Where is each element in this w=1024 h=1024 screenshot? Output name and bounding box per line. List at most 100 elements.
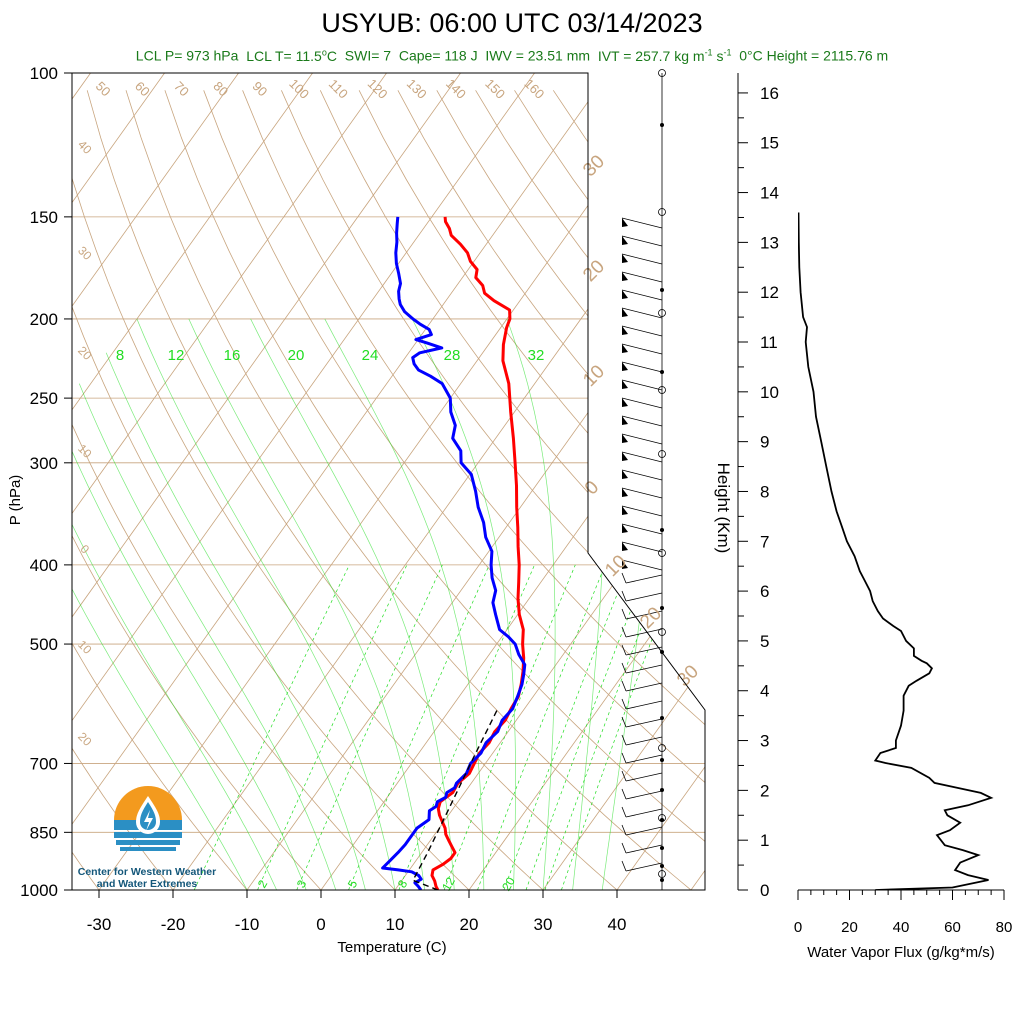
wind-barb — [625, 610, 663, 620]
wind-barb — [621, 361, 663, 373]
diagram-background-lines — [72, 73, 1024, 890]
wind-barb-flag — [622, 452, 628, 461]
height-tick-label-13: 13 — [760, 233, 779, 252]
isotherm-label-140: 140 — [443, 76, 469, 102]
subtitle-lcl-p: LCL P= 973 hPa — [135, 47, 239, 64]
dry-adiabat-30 — [72, 90, 563, 890]
wind-barb-feather — [621, 860, 627, 872]
x-tick-label--30: -30 — [87, 915, 112, 934]
height-tick-label-9: 9 — [760, 433, 769, 452]
dry-adiabat--10 — [72, 90, 263, 890]
height-tick-label-2: 2 — [760, 781, 769, 800]
wind-barb — [625, 628, 663, 638]
height-tick-label-11: 11 — [760, 333, 778, 352]
y-tick-label-400: 400 — [30, 556, 58, 575]
barb-calm-circle — [658, 814, 666, 822]
wind-barb-feather — [621, 770, 627, 782]
isotherm-label-130: 130 — [404, 76, 430, 102]
wind-barb — [621, 487, 663, 499]
dry-adiabat-60 — [164, 90, 705, 890]
wind-barb-feather — [621, 842, 627, 854]
wind-barb — [621, 217, 663, 229]
wind-barb — [625, 736, 663, 746]
y-tick-label-150: 150 — [30, 208, 58, 227]
wind-barb — [625, 862, 663, 872]
wind-barb-flag — [622, 542, 628, 551]
dry-adiabat-70 — [203, 90, 705, 890]
wind-barb-feather — [621, 590, 627, 602]
wind-barb-flag — [622, 416, 628, 425]
x-tick-label--20: -20 — [161, 915, 186, 934]
wind-barb — [621, 451, 663, 463]
y-tick-label-850: 850 — [30, 823, 58, 842]
wind-barb-flag — [622, 218, 628, 227]
wind-barb-flag — [622, 380, 628, 389]
wind-barb-feather — [621, 608, 627, 620]
subtitle-swi: SWI= 7 — [344, 47, 392, 64]
barb-level-dot — [660, 846, 664, 850]
wind-barb-feather — [621, 716, 627, 728]
dry-adiabat-120 — [397, 90, 705, 890]
wvf-y-axis-label: Height (Km) — [714, 463, 733, 554]
wind-barb-flag — [622, 524, 628, 533]
height-tick-label-4: 4 — [760, 682, 769, 701]
wind-barb — [625, 772, 663, 782]
x-tick-label-0: 0 — [316, 915, 325, 934]
isotherm-10 — [394, 73, 705, 890]
wind-barb-feather — [621, 572, 627, 584]
dry-adiabat-180 — [630, 90, 705, 890]
wind-barb-flag — [622, 506, 628, 515]
isotherm--20 — [172, 73, 705, 890]
logo-caption-line2: and Water Extremes — [96, 878, 198, 890]
right-diagram-label-2: 10 — [579, 361, 609, 391]
wind-barb-feather — [621, 734, 627, 746]
wind-barb-feather — [621, 626, 627, 638]
mixing-ratio-line-12 — [443, 564, 576, 890]
sounding-profiles — [381, 216, 527, 890]
mixing-ratio-line-1 — [193, 564, 350, 890]
height-tick-label-3: 3 — [760, 732, 769, 751]
height-tick-label-12: 12 — [760, 283, 779, 302]
barb-level-dot — [660, 878, 664, 882]
parcel-profile-line — [412, 708, 499, 890]
mixing-ratio-label-top-16: 16 — [224, 347, 241, 364]
wind-barb — [621, 271, 663, 283]
barb-calm-circle — [658, 744, 666, 752]
isotherm-label-90: 90 — [250, 78, 271, 99]
height-tick-label-7: 7 — [760, 532, 769, 551]
moist-adiabat--10 — [72, 474, 248, 890]
right-diagram-label-3: 0 — [581, 477, 603, 499]
wind-barb-flag — [622, 308, 628, 317]
isotherm--80 — [72, 73, 313, 890]
left-diagram-label-3: 10 — [75, 441, 95, 461]
left-diagram-label-1: 30 — [75, 243, 95, 263]
wind-barb — [621, 397, 663, 409]
wind-barb — [625, 718, 663, 728]
dry-adiabat-110 — [358, 90, 705, 890]
isotherm-60 — [765, 73, 1024, 890]
height-tick-label-5: 5 — [760, 632, 769, 651]
dry-adiabat-160 — [552, 90, 705, 890]
wind-barb — [625, 844, 663, 854]
isotherm--30 — [98, 73, 683, 890]
y-tick-label-300: 300 — [30, 454, 58, 473]
barb-calm-circle — [658, 628, 666, 636]
subtitle-ivt: IVT = 257.7 kg m-1 s-1 — [597, 47, 732, 64]
y-tick-label-1000: 1000 — [20, 881, 58, 900]
wind-barb — [621, 307, 663, 319]
wind-barb — [621, 505, 663, 517]
isotherm-50 — [690, 73, 705, 890]
chart-title: USYUB: 06:00 UTC 03/14/2023 — [321, 8, 703, 38]
y-tick-label-200: 200 — [30, 310, 58, 329]
flux-tick-label-0: 0 — [794, 919, 802, 936]
mixing-ratio-line-8 — [398, 564, 535, 890]
moist-adiabat-30 — [506, 318, 556, 890]
wind-barb — [625, 646, 663, 656]
height-tick-label-1: 1 — [760, 831, 769, 850]
barb-calm-circle — [658, 69, 666, 77]
dry-adiabat-10 — [72, 90, 413, 890]
wind-barb-feather — [621, 680, 627, 692]
barb-level-dot — [660, 864, 664, 868]
mixing-ratio-line-3 — [296, 564, 443, 890]
